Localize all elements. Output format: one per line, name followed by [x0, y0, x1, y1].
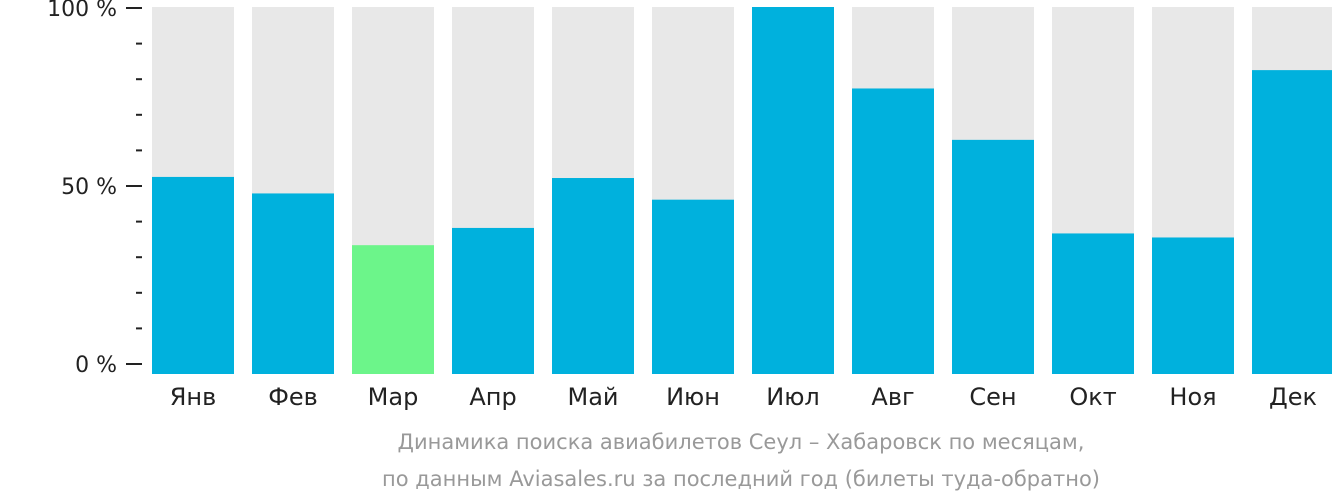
x-tick-label: Фев	[268, 383, 318, 411]
x-tick-label: Май	[567, 383, 618, 411]
bar	[652, 199, 734, 374]
x-tick-label: Авг	[871, 383, 914, 411]
bar	[1052, 233, 1134, 374]
x-tick-label: Ноя	[1169, 383, 1216, 411]
x-tick-label: Дек	[1269, 383, 1317, 411]
y-axis: 0 % 50 % 100 %	[47, 0, 142, 378]
x-axis-labels: Янв Фев Мар Апр Май Июн Июл Авг Сен Окт Ноя Дек	[170, 383, 1317, 411]
bar	[252, 193, 334, 374]
x-tick-label: Мар	[368, 383, 419, 411]
bars	[152, 7, 1332, 375]
bar	[1252, 70, 1332, 375]
bar	[852, 88, 934, 374]
x-tick-label: Сен	[969, 383, 1016, 411]
x-tick-label: Окт	[1069, 383, 1116, 411]
x-tick-label: Июл	[766, 383, 820, 411]
y-tick-label: 100 %	[47, 0, 117, 22]
bar	[952, 139, 1034, 374]
x-tick-label: Янв	[170, 383, 217, 411]
chart-caption-line-2: по данным Aviasales.ru за последний год …	[382, 467, 1100, 491]
y-tick-label: 0 %	[75, 353, 117, 378]
x-tick-label: Июн	[666, 383, 720, 411]
bar	[1152, 237, 1234, 374]
x-tick-label: Апр	[469, 383, 516, 411]
bar	[152, 176, 234, 374]
chart-caption-line-1: Динамика поиска авиабилетов Сеул – Хабар…	[397, 430, 1085, 454]
y-tick-label: 50 %	[61, 175, 117, 200]
bar	[552, 178, 634, 374]
bar	[452, 227, 534, 374]
bar	[752, 7, 834, 374]
bar-chart: 0 % 50 % 100 % Янв Фев Мар Апр Май Июн Июл Авг Сен…	[47, 0, 1332, 411]
bar	[352, 245, 434, 374]
